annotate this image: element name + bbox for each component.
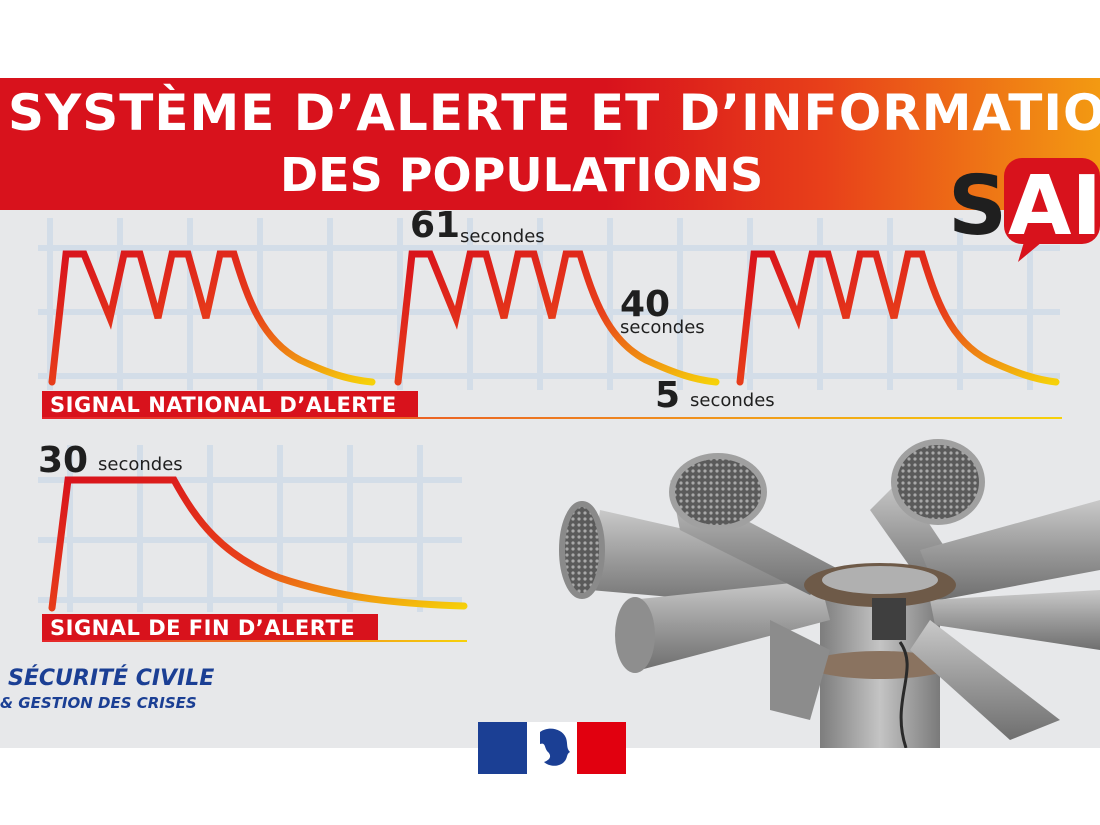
flag-blue bbox=[478, 722, 527, 774]
duration-30-value: 30 bbox=[38, 440, 89, 481]
siren-cable bbox=[898, 641, 909, 748]
siren-illustration bbox=[559, 439, 1100, 748]
siren-horn bbox=[930, 590, 1100, 650]
saip-logo: S AI bbox=[948, 158, 1100, 262]
siren-motor-box bbox=[872, 598, 906, 640]
siren-horn bbox=[920, 500, 1100, 600]
duration-5-unit: secondes bbox=[690, 390, 775, 411]
end-waveform bbox=[48, 476, 468, 612]
siren-horn bbox=[770, 620, 830, 720]
wave-path bbox=[48, 476, 468, 612]
duration-61-value: 61 bbox=[410, 205, 461, 246]
siren-collar bbox=[808, 651, 952, 679]
securite-civile-logo-line2: & GESTION DES CRISES bbox=[0, 694, 197, 712]
title-line-1: SYSTÈME D’ALERTE ET D’INFORMATION bbox=[8, 84, 1100, 142]
duration-40-value: 40 bbox=[620, 284, 671, 325]
siren-horn-mouth bbox=[891, 439, 985, 525]
marianne-profile bbox=[540, 728, 570, 766]
flag-red bbox=[577, 722, 626, 774]
marianne-logo bbox=[478, 722, 626, 774]
siren-horn-mouth bbox=[669, 453, 767, 531]
saip-letters-ai: AI bbox=[1008, 159, 1100, 254]
siren-horn-mouth bbox=[559, 501, 605, 599]
national-waveform-2 bbox=[394, 250, 720, 386]
securite-civile-logo-line1: SÉCURITÉ CIVILE bbox=[8, 666, 215, 691]
national-signal-label: SIGNAL NATIONAL D’ALERTE bbox=[42, 391, 418, 419]
siren-horn bbox=[590, 510, 820, 610]
saip-letter-s: S bbox=[948, 159, 1007, 254]
wave-path bbox=[394, 250, 720, 386]
siren-horn bbox=[630, 580, 830, 670]
siren-horn-mouth bbox=[615, 597, 655, 673]
siren-horn bbox=[910, 620, 1060, 740]
national-waveform-1 bbox=[48, 250, 376, 386]
saip-bubble bbox=[1004, 158, 1100, 244]
duration-61-unit: secondes bbox=[460, 226, 545, 247]
wave-path bbox=[736, 250, 1060, 386]
title-banner bbox=[0, 78, 1100, 210]
title-line-2: DES POPULATIONS bbox=[280, 148, 764, 202]
saip-bubble-tail bbox=[1018, 242, 1042, 262]
duration-30-unit: secondes bbox=[98, 454, 183, 475]
national-signal-rule bbox=[42, 417, 1062, 419]
duration-40-unit: secondes bbox=[620, 317, 705, 338]
duration-5-value: 5 bbox=[655, 375, 681, 416]
end-signal-rule bbox=[42, 640, 467, 642]
siren-hub-top bbox=[822, 566, 938, 594]
wave-path bbox=[48, 250, 376, 386]
national-waveform-3 bbox=[736, 250, 1060, 386]
end-signal-label: SIGNAL DE FIN D’ALERTE bbox=[42, 614, 378, 642]
